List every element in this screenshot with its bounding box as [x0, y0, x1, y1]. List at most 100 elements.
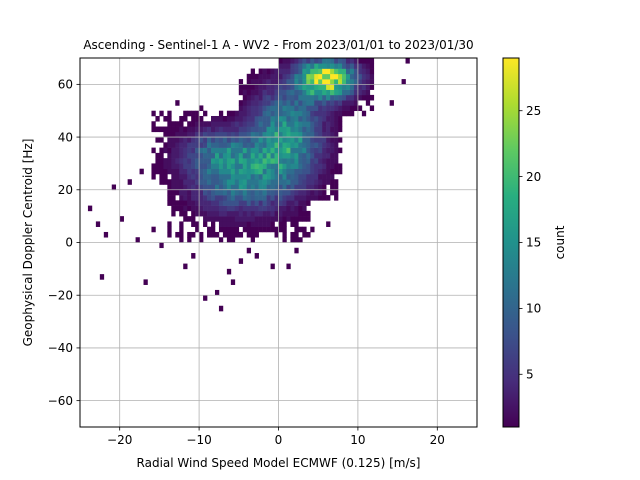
heatmap-cell — [274, 142, 279, 148]
heatmap-cell — [338, 79, 343, 85]
heatmap-cell — [258, 100, 263, 106]
heatmap-cell — [234, 126, 240, 133]
heatmap-cell — [242, 147, 248, 154]
heatmap-cell — [199, 137, 204, 143]
heatmap-cell — [306, 115, 311, 122]
x-axis-label: Radial Wind Speed Model ECMWF (0.125) [m… — [137, 456, 421, 470]
heatmap-cell — [278, 142, 283, 148]
heatmap-cell — [278, 216, 283, 222]
heatmap-cell — [191, 195, 196, 201]
heatmap-cell — [195, 147, 200, 154]
heatmap-cell — [211, 115, 216, 122]
heatmap-cell — [266, 89, 271, 96]
heatmap-cell — [274, 137, 279, 143]
heatmap-cell — [314, 79, 319, 85]
heatmap-cell — [270, 126, 275, 133]
heatmap-cell — [294, 210, 299, 217]
heatmap-cell — [167, 158, 172, 164]
heatmap-cell — [199, 231, 204, 238]
heatmap-cell — [250, 189, 255, 196]
heatmap-cell — [222, 205, 228, 212]
heatmap-cell — [167, 179, 172, 185]
heatmap-cell — [167, 168, 172, 175]
heatmap-cell — [246, 184, 252, 191]
heatmap-cell — [342, 63, 347, 69]
heatmap-cell — [290, 89, 295, 96]
heatmap-cell — [163, 131, 168, 138]
heatmap-cell — [191, 147, 196, 154]
heatmap-cell — [207, 152, 212, 159]
heatmap-cell — [246, 195, 252, 201]
heatmap-cell — [234, 226, 240, 233]
heatmap-cell — [171, 195, 176, 201]
heatmap-cell — [361, 79, 367, 85]
heatmap-cell — [290, 147, 295, 154]
heatmap-cell — [246, 179, 252, 185]
heatmap-cell — [290, 131, 295, 138]
heatmap-cell — [282, 110, 287, 117]
heatmap-cell — [187, 152, 192, 159]
heatmap-cell — [246, 163, 252, 169]
heatmap-cell — [349, 105, 355, 112]
heatmap-cell — [242, 89, 248, 96]
heatmap-cell — [171, 205, 176, 212]
heatmap-cell — [322, 142, 327, 148]
y-tick-label: 20 — [58, 183, 73, 197]
heatmap-cell — [286, 184, 291, 191]
heatmap-cell — [214, 216, 220, 222]
heatmap-cell — [155, 158, 160, 164]
heatmap-cell — [306, 231, 311, 238]
heatmap-cell — [302, 152, 307, 159]
heatmap-cell — [310, 121, 315, 127]
heatmap-cell — [250, 152, 255, 159]
heatmap-cell — [246, 115, 252, 122]
heatmap-cell — [195, 110, 200, 117]
heatmap-cell — [159, 158, 164, 164]
heatmap-cell — [222, 179, 228, 185]
heatmap-cell — [258, 105, 263, 112]
heatmap-cell — [262, 189, 267, 196]
heatmap-cell — [353, 84, 359, 90]
heatmap-cell — [207, 173, 212, 180]
heatmap-cell — [298, 73, 303, 80]
heatmap-cell — [159, 152, 164, 159]
heatmap-cell — [254, 168, 259, 175]
heatmap-cell — [314, 184, 319, 191]
heatmap-cell — [266, 184, 271, 191]
heatmap-cell — [290, 110, 295, 117]
heatmap-cell — [262, 184, 267, 191]
heatmap-cell — [238, 210, 244, 217]
heatmap-cell — [314, 73, 319, 80]
heatmap-cell — [310, 63, 315, 69]
heatmap-cell — [258, 184, 263, 191]
heatmap-cell — [258, 126, 263, 133]
heatmap-cell — [242, 168, 248, 175]
heatmap-cell — [195, 158, 200, 164]
heatmap-cell — [274, 79, 279, 85]
heatmap-cell — [175, 147, 180, 154]
colorbar — [502, 57, 520, 428]
heatmap-cell — [330, 121, 335, 127]
heatmap-cell — [246, 121, 252, 127]
heatmap-cell — [171, 163, 176, 169]
heatmap-cell — [230, 216, 236, 222]
heatmap-cell — [282, 131, 287, 138]
heatmap-cell — [258, 137, 263, 143]
heatmap-cell — [338, 73, 343, 80]
heatmap-cell — [214, 205, 220, 212]
heatmap-cell — [357, 63, 363, 69]
heatmap-cell — [195, 131, 200, 138]
heatmap-cell — [238, 179, 244, 185]
heatmap-cell — [179, 237, 184, 243]
heatmap-cell — [203, 216, 208, 222]
heatmap-cell — [191, 179, 196, 185]
heatmap-cell — [242, 152, 248, 159]
heatmap-cell — [250, 216, 255, 222]
heatmap-cell — [294, 94, 299, 101]
heatmap-cell — [183, 200, 188, 206]
heatmap-cell — [211, 226, 216, 233]
heatmap-cell — [294, 63, 299, 69]
x-tick-label: 10 — [350, 433, 365, 447]
heatmap-cell — [183, 110, 188, 117]
heatmap-cell — [238, 200, 244, 206]
